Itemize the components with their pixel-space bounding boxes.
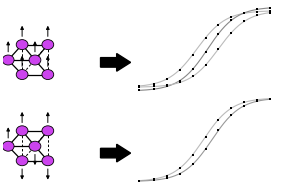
Circle shape: [16, 126, 28, 136]
Circle shape: [16, 70, 28, 80]
Circle shape: [42, 40, 54, 50]
Circle shape: [42, 70, 54, 80]
Circle shape: [16, 156, 28, 166]
Circle shape: [42, 156, 54, 166]
Circle shape: [29, 55, 41, 65]
Circle shape: [29, 141, 41, 151]
FancyArrow shape: [100, 144, 131, 162]
Circle shape: [2, 55, 14, 65]
FancyArrow shape: [100, 53, 131, 71]
Circle shape: [2, 141, 14, 151]
Circle shape: [42, 126, 54, 136]
Circle shape: [16, 40, 28, 50]
